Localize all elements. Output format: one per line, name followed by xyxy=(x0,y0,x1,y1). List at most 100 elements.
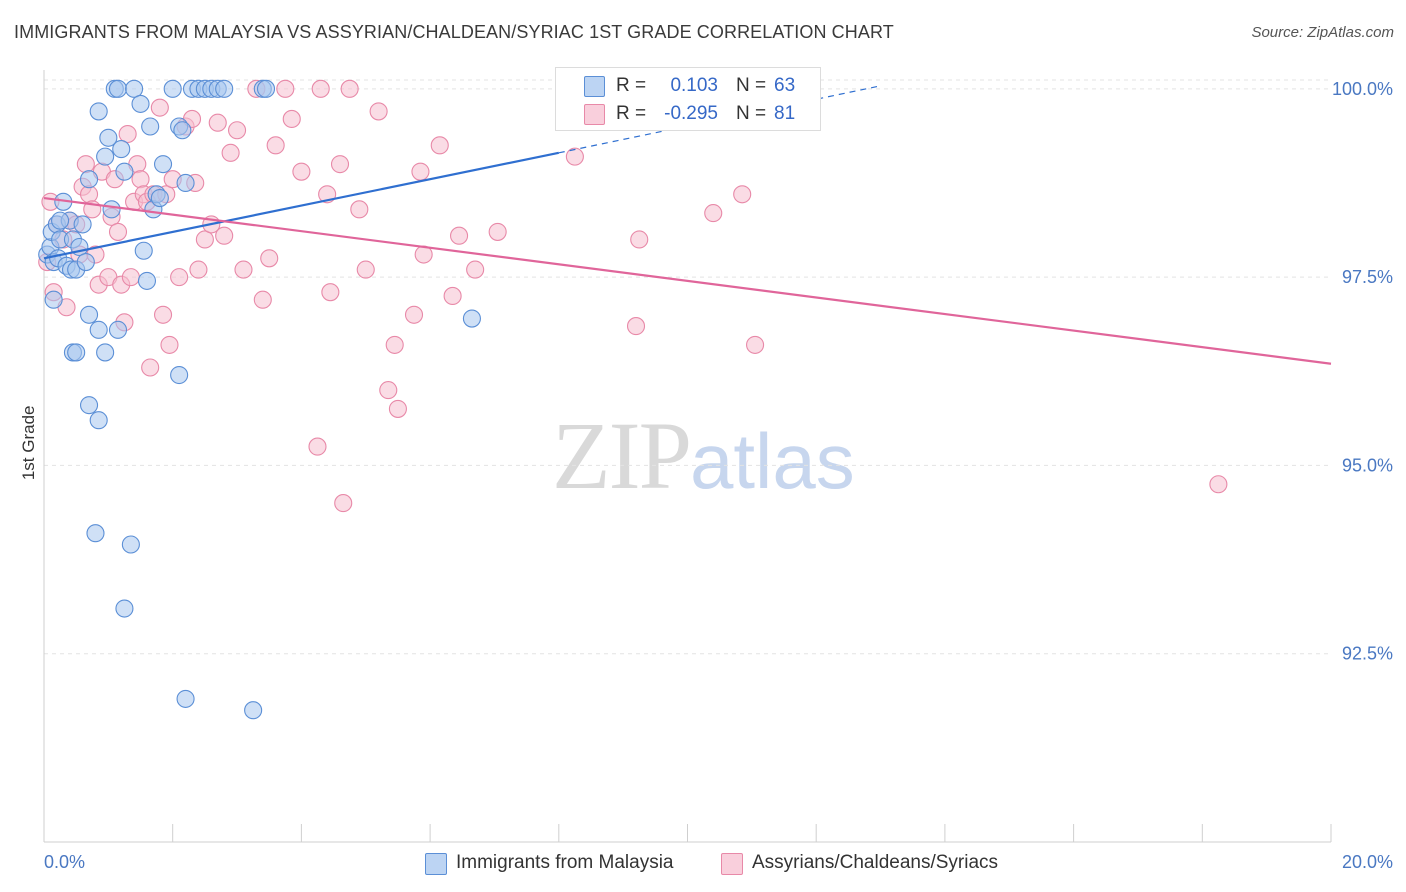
point-assyrian xyxy=(630,230,649,249)
stats-legend: R = 0.103 N = 63 R = -0.295 N = 81 xyxy=(555,67,821,131)
point-malaysia xyxy=(121,535,140,554)
point-malaysia xyxy=(215,79,234,98)
point-assyrian xyxy=(189,260,208,279)
point-malaysia xyxy=(125,79,144,98)
legend-swatch-pink xyxy=(721,853,743,875)
legend-r-value: -0.295 xyxy=(664,103,718,124)
legend-r-label: R = xyxy=(616,75,647,96)
point-assyrian xyxy=(292,162,311,181)
y-axis-title: 1st Grade xyxy=(19,405,38,480)
source-label: Source: ZipAtlas.com xyxy=(1251,24,1394,41)
point-assyrian xyxy=(170,268,189,287)
chart-title: IMMIGRANTS FROM MALAYSIA VS ASSYRIAN/CHA… xyxy=(14,22,894,42)
point-assyrian xyxy=(466,260,485,279)
legend-n-label: N = xyxy=(736,75,767,96)
axis-layer xyxy=(43,70,1332,843)
point-malaysia xyxy=(134,241,153,260)
legend-row-assyrian: R = -0.295 N = 81 xyxy=(556,100,820,128)
y-tick-label: 100.0% xyxy=(1332,79,1393,99)
legend-swatch-blue xyxy=(425,853,447,875)
point-malaysia xyxy=(96,343,115,362)
point-malaysia xyxy=(86,524,105,543)
point-assyrian xyxy=(195,230,214,249)
y-tick-label: 92.5% xyxy=(1342,644,1393,664)
point-assyrian xyxy=(311,79,330,98)
point-assyrian xyxy=(1209,475,1228,494)
legend-label: Immigrants from Malaysia xyxy=(456,852,674,873)
point-assyrian xyxy=(443,286,462,306)
point-malaysia xyxy=(79,396,99,415)
point-malaysia xyxy=(99,128,118,147)
point-assyrian xyxy=(141,358,160,377)
point-malaysia xyxy=(115,162,134,181)
point-malaysia xyxy=(153,155,173,174)
grid-layer xyxy=(44,79,1331,655)
point-assyrian xyxy=(388,399,407,418)
legend-r-value: 0.103 xyxy=(670,75,718,96)
point-malaysia xyxy=(89,411,108,430)
point-assyrian xyxy=(385,335,404,354)
point-assyrian xyxy=(704,204,723,223)
point-assyrian xyxy=(626,317,646,336)
point-assyrian xyxy=(76,155,95,174)
point-assyrian xyxy=(234,260,253,279)
point-assyrian xyxy=(160,335,179,354)
series-legend: Immigrants from Malaysia Assyrians/Chald… xyxy=(0,851,1406,879)
point-malaysia xyxy=(163,79,182,98)
point-assyrian xyxy=(450,226,469,245)
legend-swatch-blue xyxy=(584,76,605,97)
point-assyrian xyxy=(356,260,375,279)
point-malaysia xyxy=(141,117,160,136)
legend-n-label: N = xyxy=(736,103,767,124)
point-malaysia xyxy=(256,79,276,98)
point-malaysia xyxy=(462,309,481,328)
point-assyrian xyxy=(228,121,247,140)
legend-row-malaysia: R = 0.103 N = 63 xyxy=(556,72,820,100)
point-malaysia xyxy=(73,215,92,234)
point-malaysia xyxy=(112,140,131,159)
point-malaysia xyxy=(173,121,192,140)
point-malaysia xyxy=(170,365,189,385)
point-assyrian xyxy=(260,249,279,268)
point-assyrian xyxy=(282,109,301,129)
point-assyrian xyxy=(108,222,128,241)
point-assyrian xyxy=(411,162,430,181)
watermark-zip: ZIP xyxy=(552,402,692,509)
point-assyrian xyxy=(121,268,140,287)
legend-n-value: 81 xyxy=(774,103,796,124)
trend-layer xyxy=(43,85,1332,365)
point-malaysia xyxy=(131,94,150,113)
point-assyrian xyxy=(321,283,340,302)
point-malaysia xyxy=(176,689,195,708)
point-assyrian xyxy=(153,305,173,324)
point-malaysia xyxy=(176,173,195,193)
point-malaysia xyxy=(244,701,263,720)
trendline-assyrian xyxy=(43,196,1332,365)
point-malaysia xyxy=(79,305,99,324)
point-malaysia xyxy=(115,599,134,618)
point-assyrian xyxy=(746,335,765,354)
point-assyrian xyxy=(369,102,388,121)
point-assyrian xyxy=(253,290,272,309)
point-malaysia xyxy=(44,290,63,309)
point-malaysia xyxy=(102,200,121,219)
legend-label: Assyrians/Chaldeans/Syriacs xyxy=(752,852,999,873)
point-assyrian xyxy=(565,147,584,166)
point-malaysia xyxy=(137,271,157,290)
watermark: ZIPatlas xyxy=(552,400,855,511)
point-assyrian xyxy=(488,222,507,241)
point-assyrian xyxy=(118,124,137,144)
point-malaysia xyxy=(108,79,128,98)
watermark-atlas: atlas xyxy=(690,417,855,505)
point-malaysia xyxy=(96,147,115,166)
point-assyrian xyxy=(276,79,295,98)
point-assyrian xyxy=(150,98,169,117)
point-malaysia xyxy=(150,188,169,208)
point-assyrian xyxy=(340,79,359,98)
point-malaysia xyxy=(67,343,86,362)
point-assyrian xyxy=(733,185,752,204)
y-tick-label: 95.0% xyxy=(1342,455,1393,475)
label-layer: 92.5% 95.0% 97.5% 100.0% 0.0% 20.0% 1st Grade xyxy=(19,79,1393,872)
point-assyrian xyxy=(221,143,240,162)
